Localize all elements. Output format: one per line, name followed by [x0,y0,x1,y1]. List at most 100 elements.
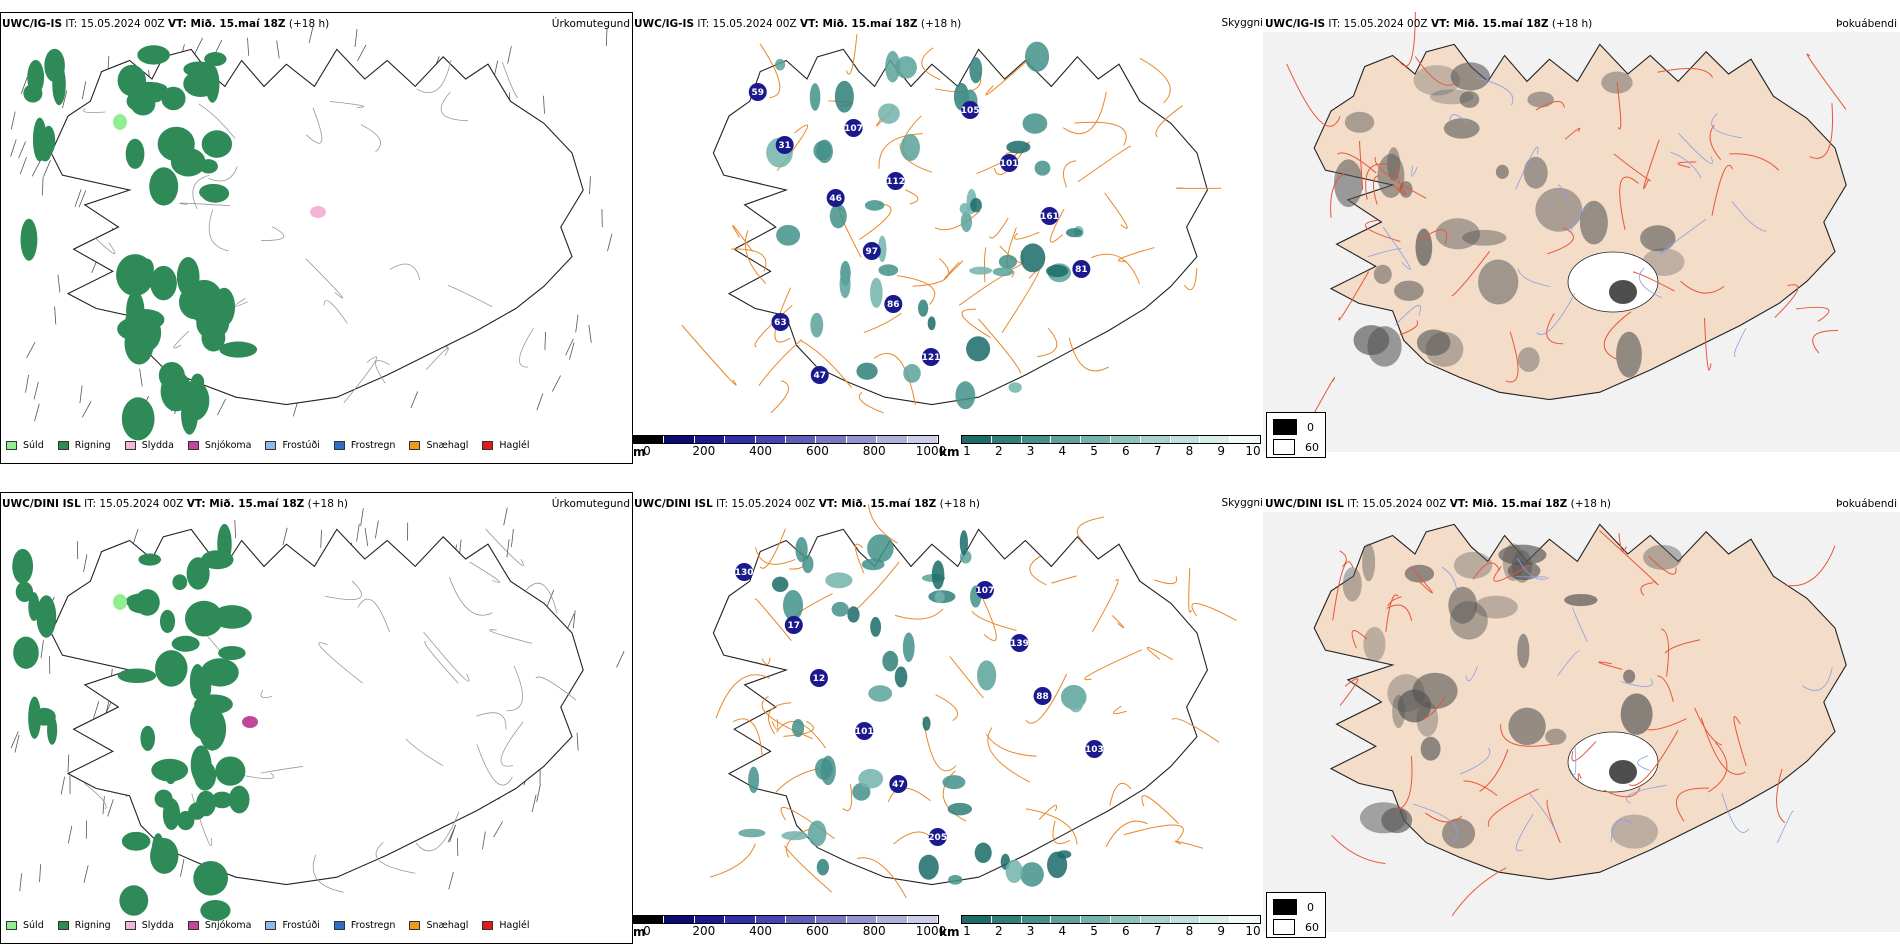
river [1731,201,1767,232]
wind-barb [26,341,36,359]
colorbar-segment [1230,436,1260,443]
road [774,287,792,343]
low-visibility-area [738,828,766,838]
rain-area [121,397,155,441]
low-visibility-area [992,267,1014,277]
fog-area [1373,264,1392,284]
wind-barb [54,306,57,325]
fog-index-label: Þokuábendi [1836,18,1897,30]
cloud-base-area [1040,207,1059,225]
low-visibility-area [1034,160,1051,176]
fog-area [1620,693,1653,735]
fog-area [1495,164,1509,179]
cloud-base-area [1010,634,1029,652]
road [426,347,449,370]
colorbar-segment [1051,916,1082,923]
colorbar-tick-label: 1000 [915,924,947,938]
fog-area [1564,593,1598,607]
low-visibility-area [882,650,899,672]
cloud-base-area [1000,154,1019,172]
road [755,547,796,565]
road [1680,280,1725,294]
precip-type-legend: Súld Rigning Slydda Snjókoma Frostúði Frostre… [6,440,544,451]
fog-area [1508,707,1546,746]
road [783,845,833,893]
legend-swatch [6,441,17,450]
rain-area [200,658,239,687]
wind-barb [616,650,625,668]
wind-barb [234,520,236,539]
road [873,353,916,405]
colorbar-segment [962,916,992,923]
legend-label: Rigning [74,440,111,451]
wind-barb [531,794,537,813]
cloud-base-area [884,295,903,313]
road [1365,163,1388,200]
wind-barb [34,403,40,422]
visibility-map-row1: 59 31 46 97 86 121 105 101 161 81 63 47 107 112 UWC/I… [633,12,1263,464]
road [1479,749,1509,792]
road [1338,271,1370,321]
river [1465,666,1478,682]
road [1076,516,1105,542]
rain-area [119,885,149,916]
wind-barb [10,111,16,130]
road [1330,173,1345,218]
colorbar-tick-label: 200 [692,924,716,938]
wind-barb [282,527,288,546]
road [767,702,792,735]
wind-barb [39,864,41,883]
colorbar-segment [664,916,695,923]
road [535,676,577,701]
cloud-base-area [826,189,845,207]
rain-area [150,265,177,301]
wind-barb [10,139,17,157]
road [858,392,884,414]
road [1703,317,1712,371]
rain-area [159,609,176,633]
fog-index-map-row1: UWC/IG-IS IT: 15.05.2024 00Z VT: Mið. 15… [1263,12,1900,464]
road [198,103,236,139]
road [759,528,786,569]
wind-barb [493,821,503,838]
road [715,674,771,719]
low-visibility-area [1057,850,1072,859]
colorbar-tick-label: 5 [1090,444,1098,458]
road [1399,320,1419,336]
legend-swatch [333,441,345,450]
legend-item: Snæhagl [409,920,468,931]
river [1515,146,1539,190]
road [192,174,210,209]
cloud-base-area [771,313,790,331]
fog-area [1443,118,1480,139]
road [1385,594,1399,632]
wind-barb [74,189,82,207]
wind-barb [546,589,555,607]
legend-item: Haglél [482,920,530,931]
road [987,727,1030,783]
wind-barb [374,520,379,539]
road [1694,707,1723,746]
rain-area [15,581,34,603]
colorbar-tick-label: 1 [963,444,971,458]
colorbar-segment [694,916,726,923]
colorbar-segment [962,436,992,443]
legend-label: Snæhagl [426,920,469,931]
fog-area [1344,111,1375,133]
wind-barb [19,157,27,175]
rain-area [138,553,162,566]
road [1118,247,1155,262]
road [761,657,771,665]
road [1616,82,1622,130]
road [405,738,444,767]
legend-swatch [124,921,136,930]
cloud-base-scale: 0 200 400 600 800 1000 m [633,915,946,939]
fog-map-svg [1263,12,1900,452]
legend-swatch [187,441,199,450]
rain-area [140,725,156,751]
road [84,782,107,810]
rain-area [121,831,151,851]
fog-index-label: Þokuábendi [1836,498,1897,510]
fog-area [1462,229,1507,246]
cloud-base-colorbar [633,915,939,924]
